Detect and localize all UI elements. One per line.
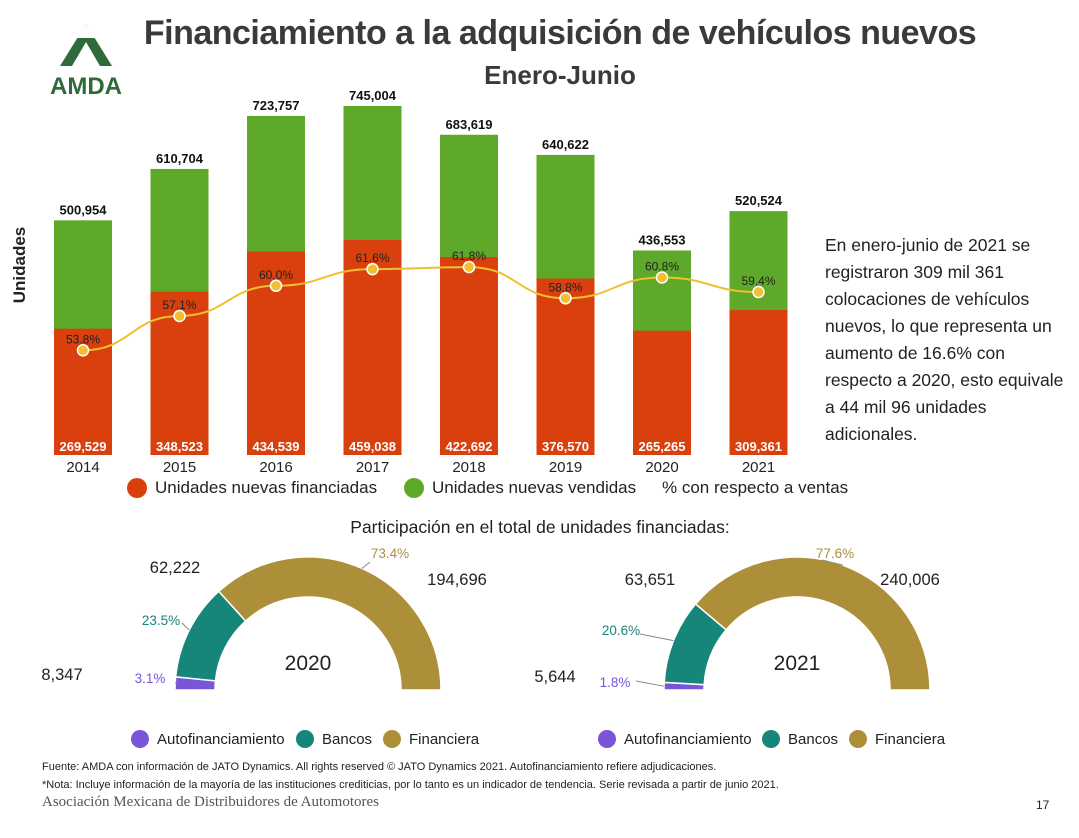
leader-bancos: [181, 622, 190, 631]
pct-label-autofinanciamiento: 3.1%: [135, 671, 166, 686]
label-financed-2019: 376,570: [542, 439, 589, 454]
x-tick-2018: 2018: [452, 459, 485, 476]
legend-label-sold: Unidades nuevas vendidas: [432, 478, 637, 497]
x-tick-2015: 2015: [163, 459, 196, 476]
x-tick-2016: 2016: [259, 459, 292, 476]
footer-disclaimer: *Nota: Incluye información de la mayoría…: [42, 779, 779, 791]
x-tick-2019: 2019: [549, 459, 582, 476]
legend-sold: Unidades nuevas vendidas: [404, 478, 636, 498]
percent-point-2014: [76, 344, 90, 357]
legend-financed: Unidades nuevas financiadas: [127, 478, 377, 498]
donut-center-label: 2020: [285, 652, 332, 675]
value-label-financiera: 240,006: [880, 571, 940, 589]
bar-financed-2017: [343, 239, 402, 455]
label-sold-2019: 640,622: [542, 137, 589, 152]
value-label-autofinanciamiento: 5,644: [534, 668, 575, 686]
x-tick-2014: 2014: [66, 459, 99, 476]
legend-bancos-2020: Bancos: [296, 730, 372, 748]
legend-percent: % con respecto a ventas: [662, 478, 848, 498]
value-label-financiera: 194,696: [427, 571, 487, 589]
leader-autofinanciamiento: [174, 680, 179, 684]
percent-point-2016: [269, 279, 283, 293]
donut-center-label: 2021: [774, 652, 821, 675]
legend-financiera-2020: Financiera: [383, 730, 479, 748]
percent-point-2015: [173, 309, 186, 323]
value-label-bancos: 63,651: [625, 571, 675, 589]
amda-logo: AMDA: [40, 22, 132, 100]
leader-financiera: [821, 559, 843, 566]
label-sold-2020: 436,553: [639, 232, 686, 247]
bar-financed-2020: [633, 330, 691, 455]
label-financed-2016: 434,539: [253, 439, 300, 454]
legend-swatch-financed: [127, 478, 147, 498]
donut-chart-2021: 1.8% 5,644 20.6% 63,651 77.6% 240,006 2021: [534, 546, 940, 691]
pct-label-bancos: 23.5%: [142, 613, 180, 628]
pct-label-financiera: 77.6%: [816, 546, 854, 561]
leader-autofinanciamiento: [635, 680, 665, 687]
footer-organization: Asociación Mexicana de Distribuidores de…: [42, 794, 380, 810]
pct-label-bancos: 20.6%: [602, 623, 640, 638]
leader-financiera: [361, 561, 371, 569]
donut-chart-2020: 3.1% 8,347 23.5% 62,222 73.4% 194,696 2020: [41, 546, 487, 691]
label-sold-2018: 683,619: [446, 117, 493, 132]
percent-label-2017: 61.6%: [355, 251, 389, 265]
label-financed-2015: 348,523: [156, 439, 203, 454]
label-sold-2014: 500,954: [60, 202, 108, 217]
percent-label-2015: 57.1%: [162, 298, 196, 312]
legend-autofinanciamiento-2020: Autofinanciamiento: [131, 730, 285, 748]
leader-bancos: [639, 633, 674, 642]
percent-label-2020: 60.8%: [645, 259, 679, 273]
bar-financed-2021: [729, 310, 788, 455]
percent-point-2020: [655, 271, 669, 284]
donut-section-title: Participación en el total de unidades fi…: [350, 517, 730, 537]
percent-point-2018: [462, 260, 476, 274]
page-title: Financiamiento a la adquisición de vehíc…: [143, 14, 977, 52]
label-sold-2021: 520,524: [735, 193, 783, 208]
value-label-bancos: 62,222: [150, 559, 200, 577]
slice-financiera: [694, 556, 931, 691]
percent-point-2019: [559, 292, 572, 305]
label-financed-2014: 269,529: [60, 439, 107, 454]
value-label-autofinanciamiento: 8,347: [41, 666, 82, 684]
x-tick-2020: 2020: [645, 459, 678, 476]
percent-label-2019: 58.8%: [548, 280, 582, 294]
pct-label-financiera: 73.4%: [371, 546, 409, 561]
label-sold-2017: 745,004: [349, 88, 397, 103]
x-tick-2017: 2017: [356, 459, 389, 476]
label-financed-2017: 459,038: [349, 439, 396, 454]
logo-text: AMDA: [50, 73, 122, 98]
label-financed-2018: 422,692: [446, 439, 493, 454]
legend-financiera-2021: Financiera: [849, 730, 945, 748]
label-financed-2021: 309,361: [735, 439, 782, 454]
legend-bancos-2021: Bancos: [762, 730, 838, 748]
legend-label-percent: % con respecto a ventas: [662, 478, 849, 497]
bar-financed-2018: [440, 256, 498, 455]
label-sold-2016: 723,757: [253, 98, 300, 113]
bar-chart: 500,954 269,529 2014 610,704 348,523 2015 723,…: [54, 88, 788, 476]
legend-autofinanciamiento-2021: Autofinanciamiento: [598, 730, 752, 748]
pct-label-autofinanciamiento: 1.8%: [600, 675, 631, 690]
legend-label-financed: Unidades nuevas financiadas: [155, 478, 378, 497]
page-number: 17: [1036, 798, 1050, 812]
percent-label-2021: 59.4%: [741, 274, 775, 288]
percent-point-2017: [366, 262, 379, 276]
bar-financed-2019: [536, 278, 595, 455]
label-financed-2020: 265,265: [639, 439, 686, 454]
summary-note: En enero-junio de 2021 se registraron 30…: [825, 235, 1064, 444]
percent-point-2021: [752, 285, 765, 299]
footer-source: Fuente: AMDA con información de JATO Dyn…: [42, 761, 717, 773]
percent-label-2016: 60.0%: [259, 268, 293, 282]
percent-label-2018: 61.8%: [452, 249, 486, 263]
page-subtitle: Enero-Junio: [484, 60, 636, 90]
percent-label-2014: 53.8%: [66, 332, 100, 346]
label-sold-2015: 610,704: [156, 151, 204, 166]
x-tick-2021: 2021: [742, 459, 775, 476]
legend-swatch-sold: [404, 478, 424, 498]
slice-financiera: [217, 556, 442, 691]
